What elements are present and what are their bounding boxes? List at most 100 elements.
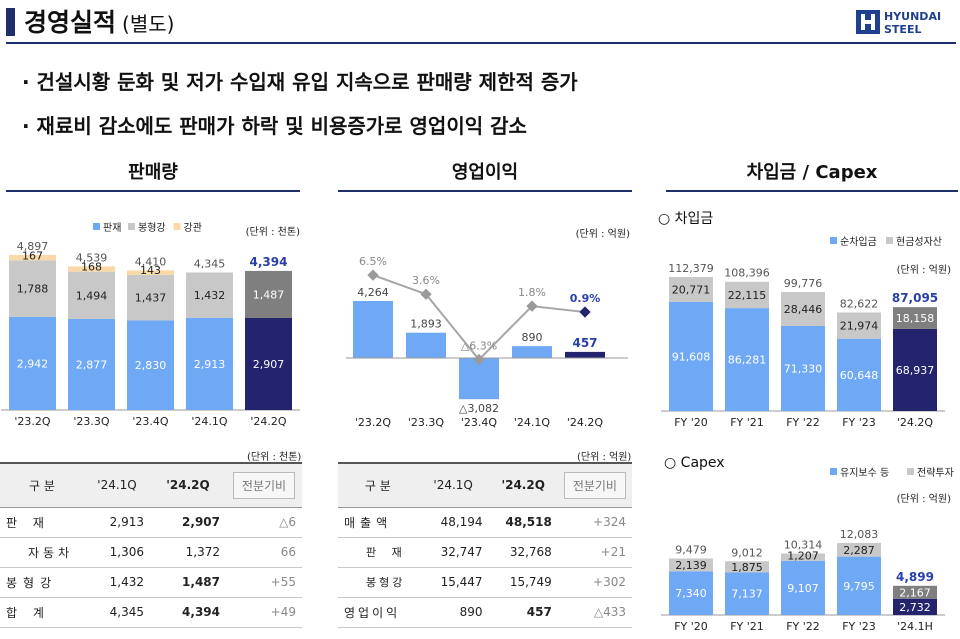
table-row: 판 재 32,747 32,768 +21 <box>338 537 632 568</box>
x-tick-label: '24.2Q <box>567 416 604 429</box>
bar-segment <box>127 274 174 321</box>
table-header-cell: 구 분 <box>0 462 84 508</box>
table-cell: +55 <box>226 567 302 598</box>
table-header-cell: '24.1Q <box>84 462 150 508</box>
bar-segment <box>781 292 825 326</box>
legend-swatch <box>128 223 135 230</box>
debt-chart: 순차입금 현금성자산 (단위 : 억원) 91,608 20,771 112,379 FY … <box>661 235 951 429</box>
x-tick-label: FY '23 <box>842 620 876 633</box>
x-tick-label: '24.2Q <box>250 415 287 428</box>
bar-segment <box>669 301 713 411</box>
margin-label: 0.9% <box>570 292 601 305</box>
logo-mark-icon: HYUNDAI STEEL <box>856 10 941 36</box>
bar-data-label: 2,287 <box>843 544 875 557</box>
sales-table-unit: (단위 : 천톤) <box>247 452 302 463</box>
bullet-2: · 재료비 감소에도 판매가 하락 및 비용증가로 영업이익 감소 <box>22 114 527 138</box>
bar-data-label: 86,281 <box>728 354 767 367</box>
section-title-op: 영업이익 <box>451 162 519 183</box>
page-title-text: 경영실적 <box>24 8 117 37</box>
bar-segment <box>781 560 825 615</box>
table-row: 봉형강 15,447 15,749 +302 <box>338 567 632 598</box>
sales-table: 구 분 '24.1Q '24.2Q 전분기비 판 재 2,913 2,907 △… <box>0 462 302 628</box>
table-row-label: 봉형강 <box>0 567 84 598</box>
x-tick-label: FY '22 <box>786 416 820 429</box>
table-cell: +49 <box>226 597 302 628</box>
bar-segment <box>893 598 937 615</box>
legend-label: 봉형강 <box>138 222 166 234</box>
bar-total-label: 108,396 <box>724 267 770 280</box>
bar-data-label: 2,907 <box>253 358 285 371</box>
bar-total-label: 12,083 <box>840 528 879 541</box>
bullet-1: · 건설시황 둔화 및 저가 수입재 유입 지속으로 판매량 제한적 증가 <box>22 70 578 94</box>
bar-segment <box>68 271 115 319</box>
bar-data-label: 18,158 <box>896 312 935 325</box>
bar-data-label: 890 <box>522 331 543 344</box>
table-header-row: 구 분 '24.1Q '24.2Q 전분기비 <box>338 462 632 508</box>
table-row: 합 계 4,345 4,394 +49 <box>0 597 302 628</box>
bar-segment <box>781 553 825 561</box>
chart-unit: (단위 : 억원) <box>897 492 951 505</box>
capex-chart: 유지보수 등 전략투자 (단위 : 억원) 7,340 2,139 9,479 FY '20… <box>661 467 954 633</box>
table-row-label: 영업이익 <box>338 597 418 628</box>
margin-label: 6.5% <box>359 255 387 268</box>
bar-segment <box>245 317 292 410</box>
table-header-cell: 구 분 <box>338 462 418 508</box>
legend-swatch <box>830 468 837 475</box>
x-tick-label: FY '21 <box>730 416 764 429</box>
table-cell: 1,306 <box>84 537 150 568</box>
table-row: 매출액 48,194 48,518 +324 <box>338 507 632 538</box>
table-cell: 2,913 <box>84 507 150 538</box>
table-header-row: 구 분 '24.1Q '24.2Q 전분기비 <box>0 462 302 508</box>
x-tick-label: FY '22 <box>786 620 820 633</box>
bar-total-label: 4,394 <box>250 255 288 269</box>
bar-segment <box>186 317 233 410</box>
bar-total-label: 99,776 <box>784 277 823 290</box>
bar-data-label: 9,795 <box>843 580 875 593</box>
bar-total-label: 4,410 <box>135 255 167 268</box>
x-tick-label: '23.4Q <box>132 415 169 428</box>
legend-label: 판재 <box>103 222 121 234</box>
section-title-debt: 차입금 / Capex <box>746 162 878 183</box>
x-tick-label: '24.1Q <box>191 415 228 428</box>
bar-segment <box>9 316 56 410</box>
table-header-cell: '24.1Q <box>417 462 489 508</box>
bar-data-label: 1,437 <box>135 292 167 305</box>
bar-data-label: 2,877 <box>76 358 108 371</box>
bar-total-label: 9,479 <box>675 544 707 557</box>
table-row: 영업이익 890 457 △433 <box>338 597 632 628</box>
bar-segment <box>127 270 174 275</box>
table-cell: △433 <box>557 597 632 628</box>
x-tick-label: FY '21 <box>730 620 764 633</box>
chart-unit: (단위 : 천톤) <box>246 225 300 238</box>
legend-label: 현금성자산 <box>896 236 942 248</box>
bar-total-label: 112,379 <box>668 262 714 275</box>
bar-data-label: △3,082 <box>459 402 499 415</box>
bar-data-label: 1,487 <box>253 288 285 301</box>
table-row-label: 매출액 <box>338 507 418 538</box>
bar-total-label: 87,095 <box>892 291 938 305</box>
bar-segment <box>781 325 825 411</box>
margin-label: 3.6% <box>412 274 440 287</box>
bar-total-label: 4,899 <box>896 570 934 584</box>
bar-segment <box>669 277 713 302</box>
x-tick-label: '23.2Q <box>355 416 392 429</box>
bar-data-label: 1,494 <box>76 289 108 302</box>
x-tick-label: FY '20 <box>674 620 708 633</box>
table-cell: 48,194 <box>417 507 489 538</box>
legend-swatch <box>173 223 181 230</box>
table-cell: 1,487 <box>150 567 226 598</box>
bar-data-label: 167 <box>22 249 43 262</box>
bar-data-label: 22,115 <box>728 289 767 302</box>
bar-segment <box>893 328 937 411</box>
table-row: 봉형강 1,432 1,487 +55 <box>0 567 302 598</box>
op-table-unit: (단위 : 억원) <box>577 452 632 463</box>
table-cell: 457 <box>488 597 558 628</box>
page-subtitle: (별도) <box>122 12 175 36</box>
bar-data-label: 1,893 <box>410 318 442 331</box>
legend-label: 유지보수 등 <box>840 467 889 479</box>
bar-segment <box>127 320 174 410</box>
bar-segment <box>669 571 713 615</box>
bar-data-label: 2,913 <box>194 358 226 371</box>
table-row-label: 합 계 <box>0 597 84 628</box>
bar-segment <box>9 255 56 261</box>
